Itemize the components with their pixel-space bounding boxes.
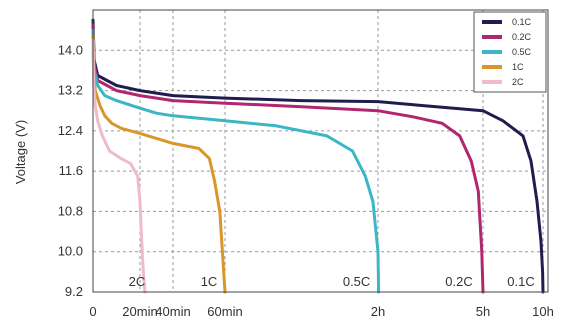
legend-items: 0.1C 0.2C 0.5C 1C 2C (482, 17, 532, 87)
legend-entry: 2C (512, 77, 524, 87)
series-line-0_2C (91, 23, 485, 294)
x-tick-label: 40min (155, 304, 190, 319)
legend-entry: 0.5C (512, 47, 532, 57)
series-line-1C (91, 33, 227, 294)
series-line-0_1C (91, 18, 545, 294)
x-tick-label: 20min (122, 304, 157, 319)
series-line-0_5C (91, 28, 381, 294)
series-layer (91, 18, 545, 294)
legend: 0.1C 0.2C 0.5C 1C 2C (473, 11, 547, 93)
x-tick-label: 2h (371, 304, 385, 319)
y-tick-label: 14.0 (58, 42, 83, 57)
legend-entry: 0.2C (512, 32, 532, 42)
curve-label: 0.2C (445, 274, 472, 289)
x-tick-label: 60min (207, 304, 242, 319)
y-tick-label: 9.2 (65, 284, 83, 299)
x-tick-label: 10h (532, 304, 554, 319)
y-tick-label: 11.6 (59, 163, 83, 178)
curve-label: 0.1C (507, 274, 534, 289)
x-tick-label: 5h (476, 304, 490, 319)
y-tick-label: 13.2 (58, 83, 83, 98)
axis-layer (92, 9, 549, 293)
plot-frame (92, 9, 549, 293)
legend-entry: 1C (512, 62, 524, 72)
y-tick-label: 10.8 (58, 203, 83, 218)
y-tick-label: 12.4 (58, 123, 83, 138)
y-axis-title: Voltage (V) (13, 120, 28, 184)
curve-label: 2C (129, 274, 146, 289)
curve-label: 1C (201, 274, 218, 289)
x-tick-label: 0 (89, 304, 96, 319)
y-tick-label: 10.0 (58, 244, 83, 259)
curve-label: 0.5C (343, 274, 370, 289)
legend-entry: 0.1C (512, 17, 532, 27)
series-line-2C (91, 38, 147, 294)
